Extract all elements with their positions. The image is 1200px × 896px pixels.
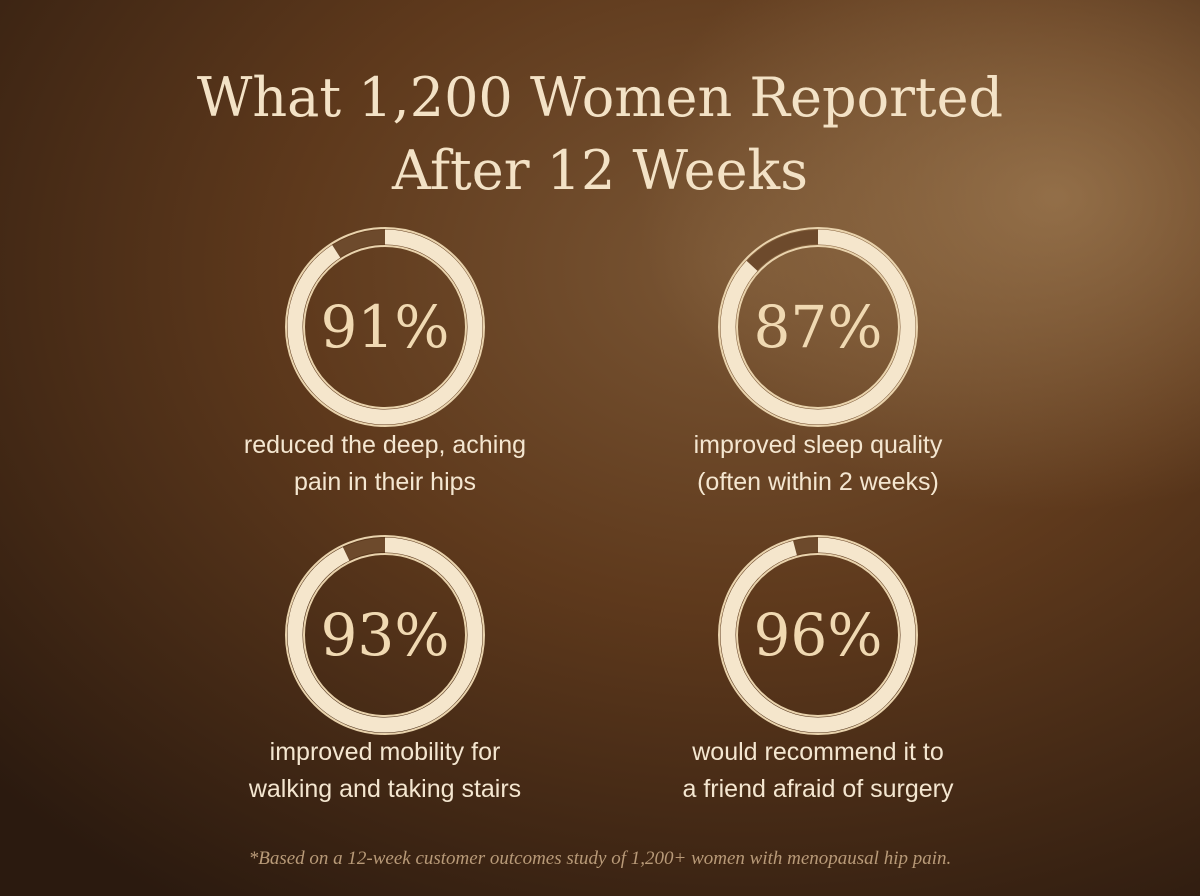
caption-line: reduced the deep, aching (244, 431, 526, 459)
progress-arc (287, 537, 483, 733)
caption-line: a friend afraid of surgery (683, 775, 954, 803)
ring-inner-edge (303, 553, 467, 717)
progress-arc (287, 229, 483, 425)
percent-label: 96% (754, 601, 883, 669)
ring-inner-edge (736, 553, 900, 717)
ring-outer-edge (718, 227, 918, 427)
progress-arc (720, 229, 916, 425)
ring-outer-edge (285, 227, 485, 427)
caption-line: walking and taking stairs (248, 775, 521, 803)
percent-label: 93% (321, 601, 450, 669)
ring-outer-edge (285, 535, 485, 735)
caption-line: improved sleep quality (694, 431, 943, 459)
stats: 91% reduced the deep, aching pain in their… (244, 227, 954, 803)
ring-inner-edge (736, 245, 900, 409)
caption-line: improved mobility for (270, 738, 501, 766)
ring-inner-edge (303, 245, 467, 409)
footnote: *Based on a 12-week customer outcomes st… (249, 848, 952, 869)
title-line: After 12 Weeks (391, 139, 808, 202)
progress-arc (720, 537, 916, 733)
caption-line: (often within 2 weeks) (697, 468, 939, 496)
title-line: What 1,200 Women Reported (197, 66, 1003, 129)
caption-line: would recommend it to (691, 738, 944, 766)
ring-outer-edge (718, 535, 918, 735)
percent-label: 87% (754, 293, 883, 361)
percent-label: 91% (321, 293, 450, 361)
caption-line: pain in their hips (294, 468, 476, 496)
